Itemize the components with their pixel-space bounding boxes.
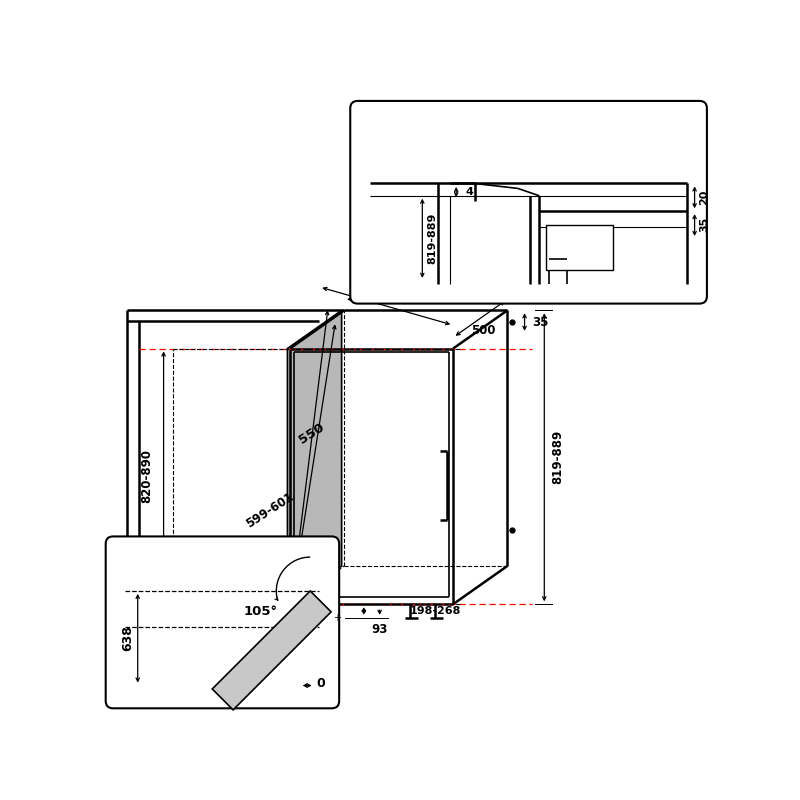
- Polygon shape: [212, 591, 331, 710]
- Text: 93: 93: [371, 622, 388, 636]
- Text: 819-889: 819-889: [428, 213, 438, 264]
- FancyBboxPatch shape: [106, 537, 339, 708]
- FancyBboxPatch shape: [350, 101, 707, 303]
- Text: 0: 0: [316, 677, 325, 690]
- Text: 35: 35: [699, 217, 710, 232]
- Text: 638: 638: [121, 626, 134, 651]
- Text: 550: 550: [296, 421, 326, 446]
- Bar: [546, 226, 614, 270]
- Text: 597: 597: [368, 272, 393, 285]
- Polygon shape: [287, 310, 342, 604]
- Text: 4: 4: [466, 187, 474, 197]
- Text: 198-268: 198-268: [410, 606, 462, 616]
- Text: 545: 545: [414, 286, 438, 298]
- Text: 20: 20: [699, 190, 710, 205]
- Text: 35: 35: [532, 315, 548, 329]
- Text: 820-890: 820-890: [141, 450, 154, 503]
- Text: 105°: 105°: [244, 605, 278, 618]
- Text: 599-601: 599-601: [243, 490, 296, 530]
- Text: 500: 500: [471, 323, 495, 337]
- Text: 819-889: 819-889: [551, 430, 564, 485]
- Text: +: +: [334, 613, 342, 623]
